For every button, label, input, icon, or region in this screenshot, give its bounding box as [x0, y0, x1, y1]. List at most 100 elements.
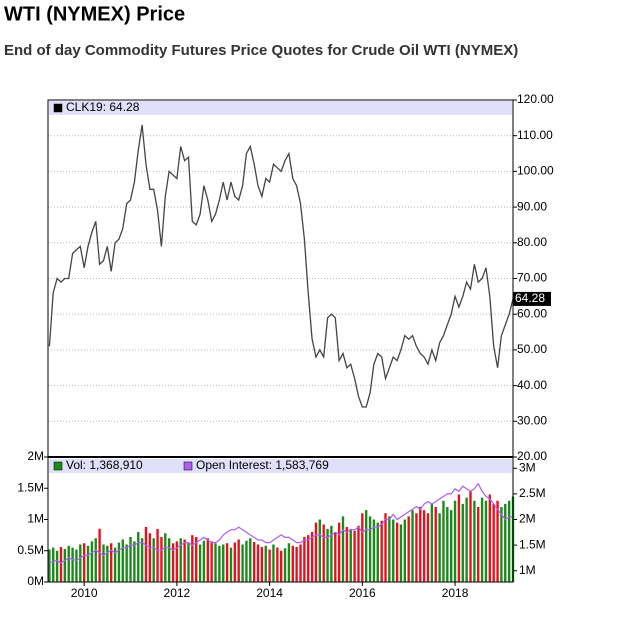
volume-bar [125, 544, 128, 582]
volume-bar [330, 525, 333, 582]
volume-bar [422, 510, 426, 582]
volume-bar [337, 522, 341, 582]
volume-bar [156, 528, 159, 582]
volume-bar [252, 542, 256, 582]
volume-bar [94, 538, 97, 582]
volume-bar [222, 544, 225, 582]
volume-bar [148, 533, 152, 582]
volume-bar [179, 538, 182, 582]
y3-tick-label: 2M [519, 512, 536, 526]
volume-bar [52, 547, 55, 582]
volume-bar [403, 519, 407, 582]
volume-bar [129, 537, 132, 582]
volume-bar [183, 539, 186, 582]
volume-bar [82, 543, 86, 582]
volume-bar [117, 542, 121, 582]
y-tick-label: 110.00 [517, 128, 553, 142]
y3-tick-label: 2.5M [519, 486, 546, 500]
x-tick-label: 2016 [349, 586, 376, 600]
chart-subtitle: End of day Commodity Futures Price Quote… [4, 42, 518, 59]
volume-bar [140, 538, 144, 582]
volume-bar [195, 537, 198, 582]
y-tick-label: 80.00 [517, 235, 547, 249]
y3-tick-label: 3M [519, 460, 536, 474]
volume-bar [376, 522, 379, 582]
x-tick-label: 2010 [71, 586, 98, 600]
volume-bar [191, 535, 194, 582]
last-price-label: 64.28 [515, 291, 545, 305]
legend-swatch [183, 461, 193, 471]
volume-bar [276, 547, 279, 582]
volume-bar [314, 522, 318, 582]
volume-bar [210, 541, 213, 582]
volume-bar [357, 525, 360, 582]
volume-bar [106, 545, 109, 582]
volume-bar [171, 543, 175, 582]
x-tick-label: 2018 [442, 586, 469, 600]
y3-tick-label: 1.5M [519, 537, 546, 551]
volume-bar [241, 544, 244, 582]
volume-bar [307, 535, 310, 582]
legend-band [49, 459, 512, 473]
y2-tick-label: 2M [27, 449, 44, 463]
volume-bar [48, 549, 51, 582]
volume-bar [310, 532, 314, 582]
volume-bar [500, 507, 503, 582]
volume-bar [218, 545, 221, 582]
volume-bar [98, 528, 101, 582]
volume-bar [264, 545, 267, 582]
volume-bar [407, 516, 410, 582]
volume-bar [71, 547, 74, 582]
y3-tick-label: 1M [519, 563, 536, 577]
volume-bar [137, 532, 140, 582]
volume-bar [225, 543, 229, 582]
legend-label: Vol: 1,368,910 [66, 458, 143, 472]
volume-bar [202, 540, 206, 582]
legend-band [49, 101, 512, 115]
volume-bar [496, 500, 499, 582]
volume-bar [133, 541, 136, 582]
last-price-flag [513, 291, 551, 306]
volume-bar [488, 494, 492, 582]
volume-bar [102, 544, 105, 582]
volume-bar [198, 544, 202, 582]
x-tick-label: 2014 [256, 586, 283, 600]
volume-bar [280, 550, 283, 582]
line [49, 482, 513, 564]
volume-bar [86, 545, 90, 582]
volume-bar [392, 519, 395, 582]
volume-bar [175, 541, 179, 582]
volume-bar [465, 497, 468, 582]
volume-bar [249, 538, 252, 582]
volume-bar [388, 516, 391, 582]
volume-bar [187, 543, 190, 582]
volume-bar [334, 532, 337, 582]
volume-bar [364, 510, 368, 582]
volume-bar [260, 547, 264, 582]
volume-bar [341, 516, 345, 582]
y-tick-label: 70.00 [517, 271, 547, 285]
volume-bar [113, 547, 117, 582]
volume-bar [237, 539, 240, 582]
volume-bar [442, 500, 445, 582]
volume-bar [287, 543, 291, 582]
volume-bar [395, 522, 399, 582]
volume-bar [484, 500, 488, 582]
legend-swatch [53, 461, 63, 471]
volume-bar [461, 503, 464, 582]
y2-tick-label: 1.5M [17, 480, 44, 494]
volume-bar [450, 510, 453, 582]
volume-bar [291, 545, 294, 582]
volume-bar [345, 527, 349, 582]
volume-bar [353, 530, 356, 582]
chart-title: WTI (NYMEX) Price [4, 3, 185, 25]
volume-bar [90, 541, 94, 582]
volume-bar [109, 543, 113, 582]
y-tick-label: 30.00 [517, 413, 547, 427]
volume-bar [268, 549, 271, 582]
y-tick-label: 20.00 [517, 449, 547, 463]
volume-bar [318, 519, 322, 582]
volume-bar [206, 538, 209, 582]
